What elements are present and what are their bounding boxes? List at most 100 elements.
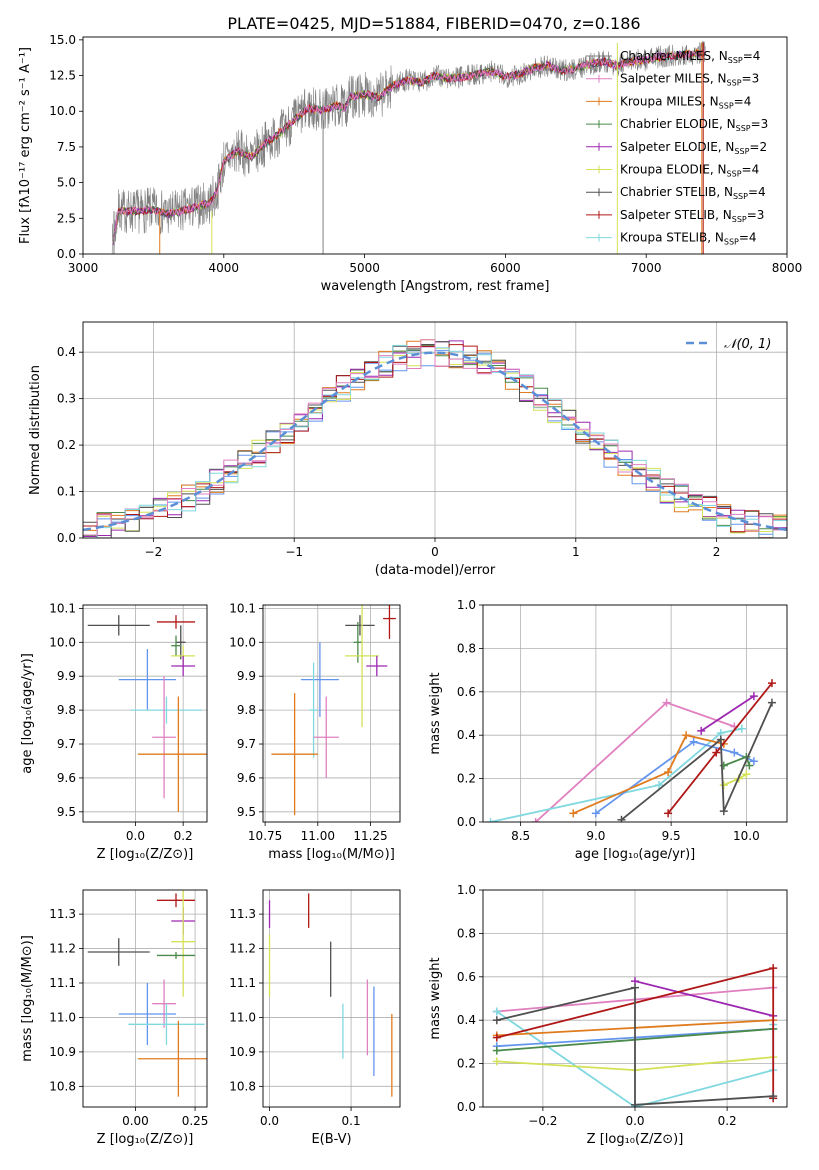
errorbar-point-blue xyxy=(118,649,176,711)
series-marker-cyan xyxy=(492,1007,501,1016)
y-tick-label: 1.0 xyxy=(457,598,476,612)
y-tick-label: 9.5 xyxy=(57,805,76,819)
plot-area xyxy=(111,41,706,254)
errorbar-point-blue xyxy=(300,642,339,717)
legend-name: Chabrier STELIB, N xyxy=(620,185,733,199)
legend: Chabrier MILES, NSSP=4 Salpeter MILES, NS… xyxy=(586,49,768,247)
legend-entry: Kroupa STELIB, NSSP=4 xyxy=(620,231,757,247)
x-axis-label: Z [log₁₀(Z/Z⊙)] xyxy=(97,847,194,862)
series-marker-dark xyxy=(767,698,776,707)
y-tick-label: 9.6 xyxy=(237,771,256,785)
y-tick-label: 0.2 xyxy=(457,1057,476,1071)
legend-count: =4 xyxy=(743,49,761,63)
y-tick-label: 0.1 xyxy=(57,485,76,499)
legend-name: Salpeter ELODIE, N xyxy=(620,140,734,154)
legend-count: =4 xyxy=(748,185,766,199)
errorbar-point-orange xyxy=(271,693,318,816)
y-tick-label: 11.3 xyxy=(49,907,76,921)
y-axis-label: age [log₁₀(age/yr)] xyxy=(20,653,35,774)
x-tick-label: 0.1 xyxy=(342,1114,361,1128)
errorbar-point-yellow xyxy=(171,890,196,997)
y-tick-label: 0.0 xyxy=(457,815,476,829)
series-marker-blue xyxy=(749,757,758,766)
errorbar-point-dark xyxy=(345,615,375,636)
y-tick-label: 0.8 xyxy=(457,641,476,655)
y-tick-label: 10.9 xyxy=(49,1045,76,1059)
errorbar-point-pink xyxy=(152,979,176,1028)
legend-entry: Chabrier ELODIE, NSSP=3 xyxy=(620,117,768,133)
y-tick-label: 9.9 xyxy=(237,669,256,683)
x-tick-label: 0.0 xyxy=(260,1114,279,1128)
residuals-panel: −2 −1 0 1 2 0.0 0.1 0.2 0.3 0.4 (data-model)/error… xyxy=(28,321,788,578)
legend-entry: Kroupa MILES, NSSP=4 xyxy=(620,94,751,110)
age-vs-mass-panel: 10.75 11.00 11.25 9.5 9.6 9.7 9.8 9.9 10.0 10.1 ma… xyxy=(229,601,401,862)
y-tick-label: 0.4 xyxy=(457,1013,476,1027)
y-tick-label: 9.9 xyxy=(57,669,76,683)
y-tick-label: 10.0 xyxy=(229,635,256,649)
series-marker-orange xyxy=(664,768,673,777)
x-tick-label: 3000 xyxy=(68,261,99,275)
x-tick-label: −2 xyxy=(145,545,163,559)
series-line-dark xyxy=(496,986,774,1106)
legend-entry: Salpeter MILES, NSSP=3 xyxy=(620,72,759,88)
errorbar-point-dark xyxy=(87,938,150,966)
plot-area xyxy=(486,679,776,822)
series-marker-pink xyxy=(531,818,540,822)
x-axis-label: age [log₁₀(age/yr)] xyxy=(575,847,696,862)
legend-entry: Chabrier MILES, NSSP=4 xyxy=(620,49,760,65)
series-line-dark xyxy=(620,702,773,821)
series-marker-red xyxy=(769,964,778,973)
series-marker-yellow xyxy=(719,781,728,790)
legend-entry: Chabrier STELIB, NSSP=4 xyxy=(620,185,766,201)
x-axis-label: mass [log₁₀(M/M⊙)] xyxy=(268,847,395,862)
series-marker-yellow xyxy=(742,770,751,779)
x-tick-label: −0.2 xyxy=(528,1114,557,1128)
legend-count: =3 xyxy=(747,208,765,222)
x-tick-label: 10.0 xyxy=(733,829,760,843)
y-tick-label: 11.0 xyxy=(49,1010,76,1024)
plot-area xyxy=(87,890,207,1097)
errorbar-point-green xyxy=(156,952,196,959)
legend-subscript: SSP xyxy=(724,238,739,247)
x-tick-label: 0.00 xyxy=(122,1114,149,1128)
y-axis-label: Normed distribution xyxy=(28,365,43,495)
legend-name: Salpeter STELIB, N xyxy=(620,208,732,222)
axes-frame xyxy=(262,604,401,823)
series-marker-dark xyxy=(631,983,639,992)
legend-name: Kroupa MILES, N xyxy=(620,94,719,108)
x-tick-label: 8.5 xyxy=(511,829,530,843)
x-tick-label: 11.00 xyxy=(301,829,335,843)
y-tick-label: 11.2 xyxy=(229,942,256,956)
y-tick-label: 0.0 xyxy=(57,247,76,261)
series-marker-dark xyxy=(631,1100,639,1107)
y-tick-label: 11.1 xyxy=(49,976,76,990)
legend-subscript: SSP xyxy=(736,124,751,133)
y-tick-label: 12.5 xyxy=(49,69,76,83)
plot-area xyxy=(268,893,393,1097)
legend-count: =3 xyxy=(742,72,760,86)
x-tick-label: 9.5 xyxy=(662,829,681,843)
y-tick-label: 10.1 xyxy=(49,601,76,615)
y-tick-label: 15.0 xyxy=(49,33,76,47)
y-tick-label: 0.0 xyxy=(457,1100,476,1114)
errorbar-point-orange xyxy=(137,1020,207,1097)
series-marker-dark xyxy=(617,815,626,822)
series-marker-orange xyxy=(682,731,691,740)
legend-subscript: SSP xyxy=(719,101,734,110)
y-axis-label: mass weight xyxy=(428,957,443,1039)
series-marker-red xyxy=(712,748,721,757)
y-tick-label: 9.8 xyxy=(237,703,256,717)
legend-entry: Salpeter ELODIE, NSSP=2 xyxy=(620,140,767,156)
legend-subscript: SSP xyxy=(728,56,743,65)
x-tick-label: 4000 xyxy=(209,261,240,275)
series-marker-purple xyxy=(749,692,758,701)
x-tick-label: 0.0 xyxy=(625,1114,644,1128)
errorbar-point-red xyxy=(156,893,196,908)
plot-area xyxy=(87,615,207,812)
legend-count: =4 xyxy=(739,231,757,245)
axes-frame xyxy=(82,604,208,823)
x-axis-label: E(B-V) xyxy=(311,1132,351,1147)
series-marker-orange xyxy=(569,809,578,818)
model-spectrum-pink xyxy=(112,49,706,240)
x-tick-label: 9.0 xyxy=(586,829,605,843)
